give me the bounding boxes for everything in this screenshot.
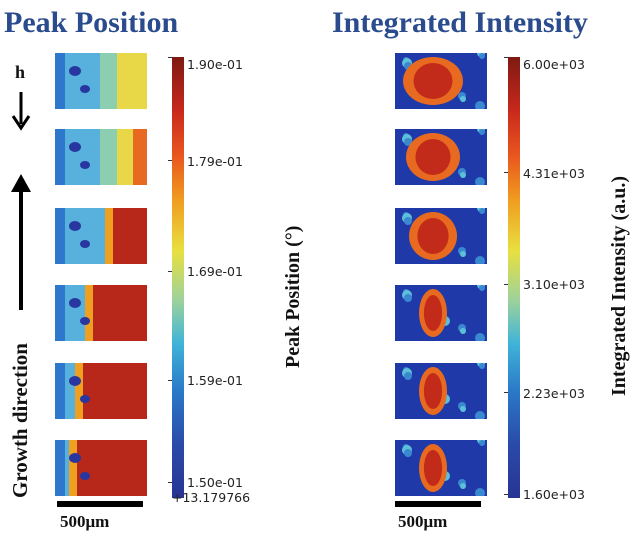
peak-position-title: Peak Position: [4, 6, 179, 39]
peak-position-map-tile: [55, 440, 147, 496]
peak-position-map-tile: [55, 285, 147, 341]
intensity-map-tile: [395, 129, 487, 185]
peak-position-map-tile: [55, 363, 147, 419]
intensity-map-tile: [395, 363, 487, 419]
right-tick-4: 2.23e+03: [523, 386, 585, 401]
colorbar-offset: +13.179766: [172, 490, 251, 505]
up-arrow-icon: [11, 174, 31, 310]
right-scale-label: 500μm: [398, 512, 448, 531]
left-scale-bar: [57, 501, 143, 507]
peak-position-map-tile: [55, 53, 147, 109]
left-tick-3: 1.69e-01: [187, 264, 243, 279]
integrated-intensity-colorbar: [508, 57, 520, 498]
left-tick-2: 1.79e-01: [187, 154, 243, 169]
left-tick-4: 1.59e-01: [187, 373, 243, 388]
right-tick-1: 6.00e+03: [523, 57, 585, 72]
intensity-map-tile: [395, 285, 487, 341]
right-tick-5: 1.60e+03: [523, 487, 585, 502]
integrated-intensity-title: Integrated Intensity: [332, 6, 588, 39]
left-scale-label: 500μm: [60, 512, 110, 531]
right-tick-3: 3.10e+03: [523, 277, 585, 292]
peak-position-colorbar: [172, 57, 184, 498]
growth-direction-label: Growth direction: [8, 343, 32, 498]
peak-position-map-tile: [55, 208, 147, 264]
peak-position-map-tile: [55, 129, 147, 185]
intensity-map-tile: [395, 440, 487, 496]
down-arrow-icon: [11, 92, 31, 131]
left-tick-5: 1.50e-01: [187, 475, 243, 490]
intensity-map-tile: [395, 208, 487, 264]
h-label: h: [15, 62, 26, 82]
intensity-map-tile: [395, 53, 487, 109]
peak-position-axis-label: Peak Position (°): [282, 225, 304, 368]
integrated-intensity-axis-label: Integrated Intensity (a.u.): [608, 176, 630, 396]
right-tick-2: 4.31e+03: [523, 166, 585, 181]
right-scale-bar: [395, 501, 481, 507]
left-tick-1: 1.90e-01: [187, 57, 243, 72]
